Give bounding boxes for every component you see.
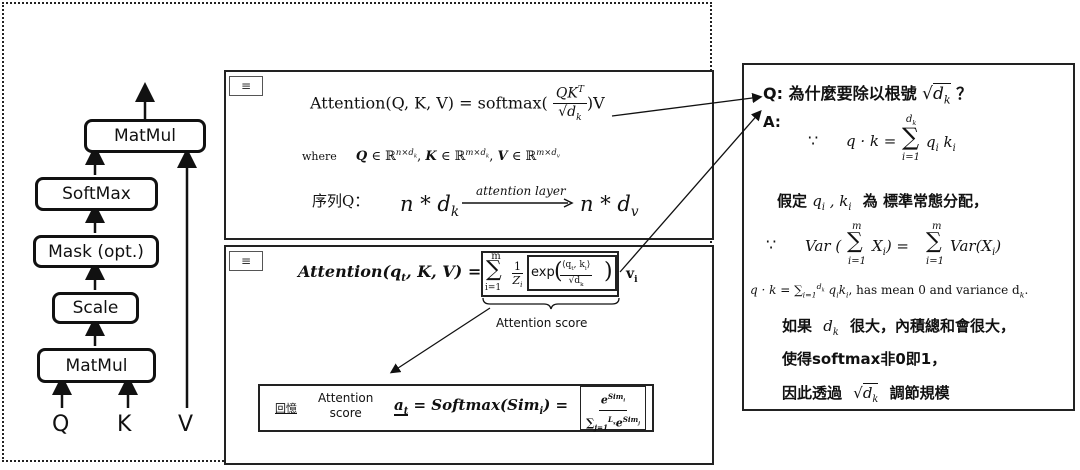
v-i: vi xyxy=(626,266,638,285)
sum-box xyxy=(481,251,619,297)
explain-line-1: 如果 dk 很大，內積總和會很大， xyxy=(782,317,1016,338)
input-k-label: K xyxy=(117,412,132,437)
recall-fraction: eSimi ∑j=1LxeSimj xyxy=(583,388,643,437)
seq-right-dim: n * dv xyxy=(580,192,639,221)
exp-fraction: ⟨qt, ki⟩ √dk xyxy=(560,260,593,288)
block-matmul-bottom: MatMul xyxy=(37,348,156,383)
var-sum-sup-2: m xyxy=(932,221,942,232)
question-line: Q: 為什麼要除以根號 √dk ？ xyxy=(763,83,973,107)
because-sign: ∵ xyxy=(808,131,819,150)
seq-left-dim: n * dk xyxy=(400,192,460,221)
attention-formula-bottom-lhs: Attention(qt, K, V) = xyxy=(298,262,482,285)
attention-formula-top: Attention(Q, K, V) = softmax( QKT √dk )V xyxy=(310,82,605,126)
sum-sub: i=1 xyxy=(485,283,502,293)
answer-label: A: xyxy=(763,113,781,131)
recall-box xyxy=(258,384,654,432)
exp-box xyxy=(527,255,617,291)
block-scale: Scale xyxy=(52,292,139,324)
var-sum-sup-1: m xyxy=(852,221,862,232)
because-sign-2: ∵ xyxy=(766,235,777,254)
block-softmax: SoftMax xyxy=(35,177,158,211)
block-diagram-arrows xyxy=(52,82,197,408)
assume-line: 假定 qi , ki 為 標準常態分配， xyxy=(777,192,988,213)
dot-sum-body: qi ki xyxy=(926,133,956,154)
seq-arrow-label: attention layer xyxy=(476,184,566,198)
var-sum-sub-2: i=1 xyxy=(926,256,944,267)
dot-sum-sign: ∑ xyxy=(902,123,920,151)
block-matmul-top: MatMul xyxy=(84,119,206,153)
seq-q-label: 序列Q： xyxy=(312,192,370,210)
var-lhs: Var ( xyxy=(805,237,842,255)
explain-line-2: 使得softmax非0即1， xyxy=(782,350,947,368)
score-brace xyxy=(482,297,620,310)
dot-product-lhs: q · k = xyxy=(846,132,897,150)
panel-top-tag-icon: ≡ xyxy=(229,76,263,96)
sum-sign: ∑ xyxy=(486,257,502,282)
exp-paren-right: ) xyxy=(604,259,613,284)
exp-label: exp xyxy=(531,265,555,280)
recall-fraction-box xyxy=(580,386,646,430)
block-mask: Mask (opt.) xyxy=(33,235,159,268)
mean-variance-line: q · k = ∑i=1dk qiki, has mean 0 and vari… xyxy=(750,282,1029,300)
var-mid: Xi) = xyxy=(872,237,910,258)
dot-sum-sup: dk xyxy=(906,114,917,127)
input-v-label: V xyxy=(178,412,194,437)
sum-sup: m xyxy=(491,251,501,262)
recall-label: 回憶 xyxy=(275,402,297,415)
exp-paren-left: ( xyxy=(554,259,563,284)
explain-line-3: 因此透過 √dk 調節規模 xyxy=(782,383,950,405)
seq-arrow xyxy=(462,198,574,208)
recall-attention-score: Attention score xyxy=(318,391,374,420)
where-line: where Q ∈ ℝn×dk, K ∈ ℝm×dk, V ∈ ℝm×dv xyxy=(302,146,560,164)
one-over-z: 1 Zi xyxy=(512,260,523,290)
panel-bottom-tag-icon: ≡ xyxy=(229,251,263,271)
var-sum-sub-1: i=1 xyxy=(848,256,866,267)
var-sum-sign-1: ∑ xyxy=(847,229,863,254)
attention-score-label: Attention score xyxy=(496,316,588,330)
qkt-fraction: QKT √dk xyxy=(552,82,587,126)
dot-sum-sub: i=1 xyxy=(902,152,920,163)
recall-formula: at = Softmax(Simi) = xyxy=(394,396,569,417)
var-sum-sign-2: ∑ xyxy=(926,229,942,254)
var-body: Var(Xi) xyxy=(950,237,1002,258)
input-q-label: Q xyxy=(52,412,70,437)
